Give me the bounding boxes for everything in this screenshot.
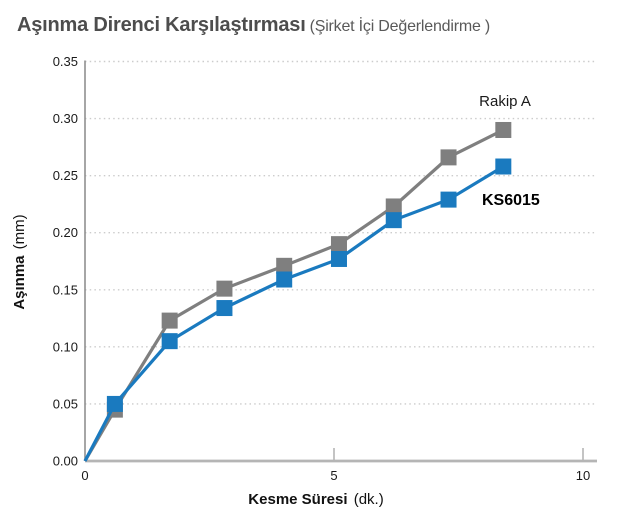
data-point-marker-rakip-a xyxy=(385,198,402,215)
y-axis-title: Aşınma (mm) xyxy=(11,112,31,412)
x-axis-title-text: Kesme Süresi xyxy=(248,491,348,508)
data-point-marker-rakip-a xyxy=(276,257,293,274)
y-tick-label: 0.00 xyxy=(53,454,78,469)
data-point-marker-rakip-a xyxy=(216,280,233,297)
series-line-ks6015 xyxy=(83,165,505,462)
data-point-marker-rakip-a xyxy=(495,121,512,138)
series-label-ks6015: KS6015 xyxy=(482,192,540,209)
chart-title-main: Aşınma Direnci Karşılaştırması xyxy=(17,14,306,36)
y-axis-title-text: Aşınma xyxy=(11,255,28,310)
series-line-rakip-a xyxy=(83,128,505,462)
series-label-rakip-a: Rakip A xyxy=(479,93,531,110)
y-tick-label: 0.05 xyxy=(53,396,78,411)
data-point-marker-ks6015 xyxy=(330,250,347,267)
chart-title-subtitle: (Şirket İçi Değerlendirme ) xyxy=(309,18,491,35)
y-tick-label: 0.15 xyxy=(53,282,78,297)
x-tick-label: 0 xyxy=(81,468,88,483)
x-tick-label: 10 xyxy=(576,468,590,483)
data-point-marker-rakip-a xyxy=(330,236,347,253)
data-point-marker-rakip-a xyxy=(440,149,457,166)
y-axis-title-unit: (mm) xyxy=(11,214,28,250)
x-axis-title: Kesme Süresi (dk.) xyxy=(85,491,547,508)
y-tick-label: 0.10 xyxy=(53,339,78,354)
x-tick-label: 5 xyxy=(330,468,337,483)
data-point-marker-ks6015 xyxy=(161,333,178,350)
y-tick-label: 0.35 xyxy=(53,54,78,69)
x-axis-title-unit: (dk.) xyxy=(353,491,384,508)
data-point-marker-ks6015 xyxy=(276,271,293,288)
y-tick-label: 0.30 xyxy=(53,111,78,126)
data-point-marker-ks6015 xyxy=(106,395,123,412)
y-tick-label: 0.20 xyxy=(53,225,78,240)
data-point-marker-rakip-a xyxy=(161,312,178,329)
data-point-marker-ks6015 xyxy=(216,300,233,317)
chart-title: Aşınma Direnci Karşılaştırması (Şirket İç… xyxy=(17,14,490,37)
data-point-marker-ks6015 xyxy=(440,191,457,208)
data-point-marker-ks6015 xyxy=(495,158,512,175)
y-tick-label: 0.25 xyxy=(53,168,78,183)
data-point-marker-ks6015 xyxy=(385,212,402,229)
